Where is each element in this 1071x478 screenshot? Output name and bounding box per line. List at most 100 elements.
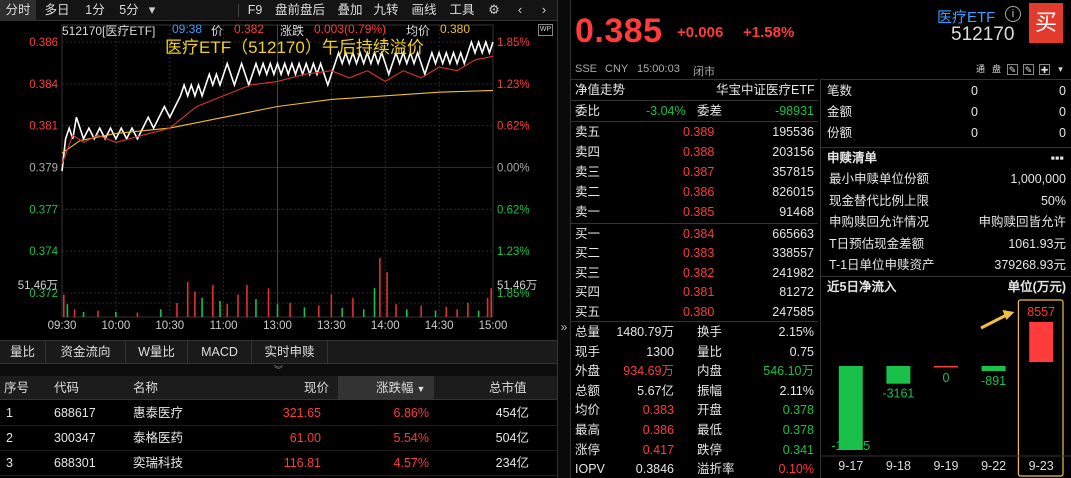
security-code: 512170 — [951, 24, 1015, 45]
intraday-chart[interactable]: 0.386 1.85% 0.384 1.23% 0.381 0.62% 0.379 0.00%… — [0, 21, 557, 337]
double-chevron-down-icon[interactable]: ︾ — [0, 364, 557, 376]
chevron-down-icon[interactable]: ▾ — [1058, 64, 1063, 74]
pan-icon[interactable]: 盘 — [991, 64, 1001, 74]
level-label: 买四 — [575, 285, 601, 300]
overlay-button[interactable]: 叠加 — [337, 3, 363, 17]
bid-level[interactable]: 买五 0.380 247585 — [571, 302, 818, 322]
ask-level[interactable]: 卖五 0.389 195536 — [571, 122, 818, 142]
stat-label: 总量 — [575, 325, 601, 339]
draw-button[interactable]: 画线 — [411, 3, 437, 17]
table-row[interactable]: 1 688617 惠泰医疗 321.65 6.86% 454亿 — [0, 401, 557, 426]
tab-volume-ratio[interactable]: 量比 — [0, 341, 46, 363]
x-tick: 10:00 — [101, 320, 130, 332]
pane-divider[interactable]: » — [557, 0, 571, 478]
tab-realtime-subscribe[interactable]: 实时申赎 — [252, 341, 328, 363]
level-label: 卖二 — [575, 185, 601, 199]
cell-code: 688617 — [54, 406, 96, 420]
info-icon[interactable]: i — [1005, 6, 1021, 22]
table-row[interactable]: 2 300347 泰格医药 61.00 5.54% 504亿 — [0, 426, 557, 451]
subscribe-label: T日预估现金差额 — [829, 236, 925, 251]
chevron-down-icon[interactable]: ▾ — [148, 2, 156, 17]
gear-icon[interactable]: ⚙ — [488, 2, 500, 17]
tab-1min[interactable]: 1分 — [85, 3, 105, 17]
bid-level[interactable]: 买四 0.381 81272 — [571, 282, 818, 302]
premarket-button[interactable]: 盘前盘后 — [274, 3, 325, 17]
col-price[interactable]: 现价 — [304, 381, 330, 395]
col-index[interactable]: 序号 — [4, 381, 30, 395]
tools-button[interactable]: 工具 — [449, 3, 475, 17]
flow-value-label: 8557 — [1027, 305, 1055, 319]
subscribe-value: 申购赎回皆允许 — [978, 215, 1066, 229]
table-row[interactable]: 3 688301 奕瑞科技 116.81 4.57% 234亿 — [0, 451, 557, 476]
divider — [571, 121, 818, 122]
chart-code-name: 512170[医疗ETF] — [62, 24, 156, 38]
stock-table: 序号 代码 名称 现价 涨跌幅 ▼ 总市值 1 688617 惠泰医疗 321.65 6.… — [0, 376, 557, 478]
level-price: 0.384 — [683, 227, 715, 241]
bid-level[interactable]: 买二 0.383 338557 — [571, 243, 818, 263]
series-line — [61, 89, 494, 154]
cell-index: 3 — [6, 456, 13, 470]
col-name[interactable]: 名称 — [133, 381, 159, 395]
annotate-icon[interactable]: ✎ — [1023, 64, 1034, 75]
ask-level[interactable]: 卖二 0.386 826015 — [571, 182, 818, 202]
level-volume: 241982 — [772, 265, 814, 280]
tong-icon[interactable]: 通 — [975, 64, 985, 74]
col-code[interactable]: 代码 — [54, 381, 80, 395]
tab-multiday[interactable]: 多日 — [44, 3, 70, 17]
ask-level[interactable]: 卖三 0.387 357815 — [571, 162, 818, 182]
wp-badge[interactable]: WP — [538, 24, 553, 36]
x-tick: 13:30 — [317, 320, 346, 332]
level-volume: 81272 — [779, 285, 814, 300]
nav-row[interactable]: 净值走势 华宝中证医疗ETF — [571, 80, 818, 100]
edit-icon[interactable]: ✎ — [1007, 64, 1018, 75]
flow-value-label: -891 — [981, 374, 1006, 388]
nine-turn-button[interactable]: 九转 — [373, 3, 399, 17]
position-value: 0 — [971, 105, 978, 119]
flow-date-label: 9-19 — [933, 459, 958, 473]
position-value: 0 — [971, 84, 978, 98]
buy-button[interactable]: 买 — [1029, 3, 1063, 43]
position-value: 0 — [1059, 126, 1066, 140]
stat-value: 934.69万 — [623, 364, 674, 379]
bid-level[interactable]: 买一 0.384 665663 — [571, 224, 818, 244]
f9-button[interactable]: F9 — [247, 3, 263, 17]
ask-level[interactable]: 卖一 0.385 91468 — [571, 202, 818, 222]
subscribe-title: 申赎清单 — [827, 151, 878, 165]
y-tick-right: 1.85% — [497, 288, 530, 300]
tab-intraday[interactable]: 分时 — [0, 0, 36, 21]
y-tick-left: 0.372 — [29, 288, 58, 300]
y-tick-left: 0.379 — [29, 163, 58, 175]
cell-change-pct: 4.57% — [393, 456, 429, 470]
weibi-label: 委比 — [575, 104, 601, 118]
stat-value: 0.386 — [642, 423, 674, 437]
order-book: 净值走势 华宝中证医疗ETF 委比 -3.04% 委差 -98931 卖五 0.3… — [571, 79, 818, 478]
chevron-right-icon[interactable]: › — [541, 2, 547, 17]
price-change: +0.006 — [677, 24, 724, 41]
chart-toolbar: 分时 多日 1分 5分 ▾ F9 盘前盘后 叠加 九转 画线 工具 ⚙ ‹ › — [0, 0, 557, 21]
tab-w-volume-ratio[interactable]: W量比 — [126, 341, 188, 363]
bid-level[interactable]: 买三 0.382 241982 — [571, 263, 818, 283]
last-price: 0.385 — [575, 12, 663, 50]
y-tick-left: 0.377 — [29, 204, 58, 216]
col-market-cap[interactable]: 总市值 — [489, 381, 527, 395]
stat-row: 外盘 934.69万 内盘 546.10万 — [571, 361, 818, 381]
more-icon[interactable]: ▪▪▪ — [1050, 151, 1064, 165]
double-chevron-right-icon[interactable]: » — [560, 320, 568, 334]
series-line — [61, 55, 494, 165]
tab-money-flow[interactable]: 资金流向 — [46, 341, 126, 363]
subscribe-label: T-1日单位申赎资产 — [829, 258, 935, 272]
chevron-left-icon[interactable]: ‹ — [517, 2, 523, 17]
col-change-pct[interactable]: 涨跌幅 ▼ — [338, 376, 434, 400]
toolbar-separator — [238, 4, 239, 17]
flow-bar — [1029, 322, 1054, 362]
ask-level[interactable]: 卖四 0.388 203156 — [571, 142, 818, 162]
stat-value: 1480.79万 — [616, 325, 674, 339]
tab-macd[interactable]: MACD — [188, 341, 252, 363]
add-icon[interactable]: ✚ — [1039, 64, 1050, 75]
series-line — [61, 39, 494, 172]
cell-price: 61.00 — [289, 431, 321, 445]
tab-5min[interactable]: 5分 — [119, 3, 139, 17]
level-volume: 357815 — [772, 165, 814, 179]
level-price: 0.388 — [683, 145, 715, 159]
x-tick: 13:00 — [263, 320, 292, 332]
